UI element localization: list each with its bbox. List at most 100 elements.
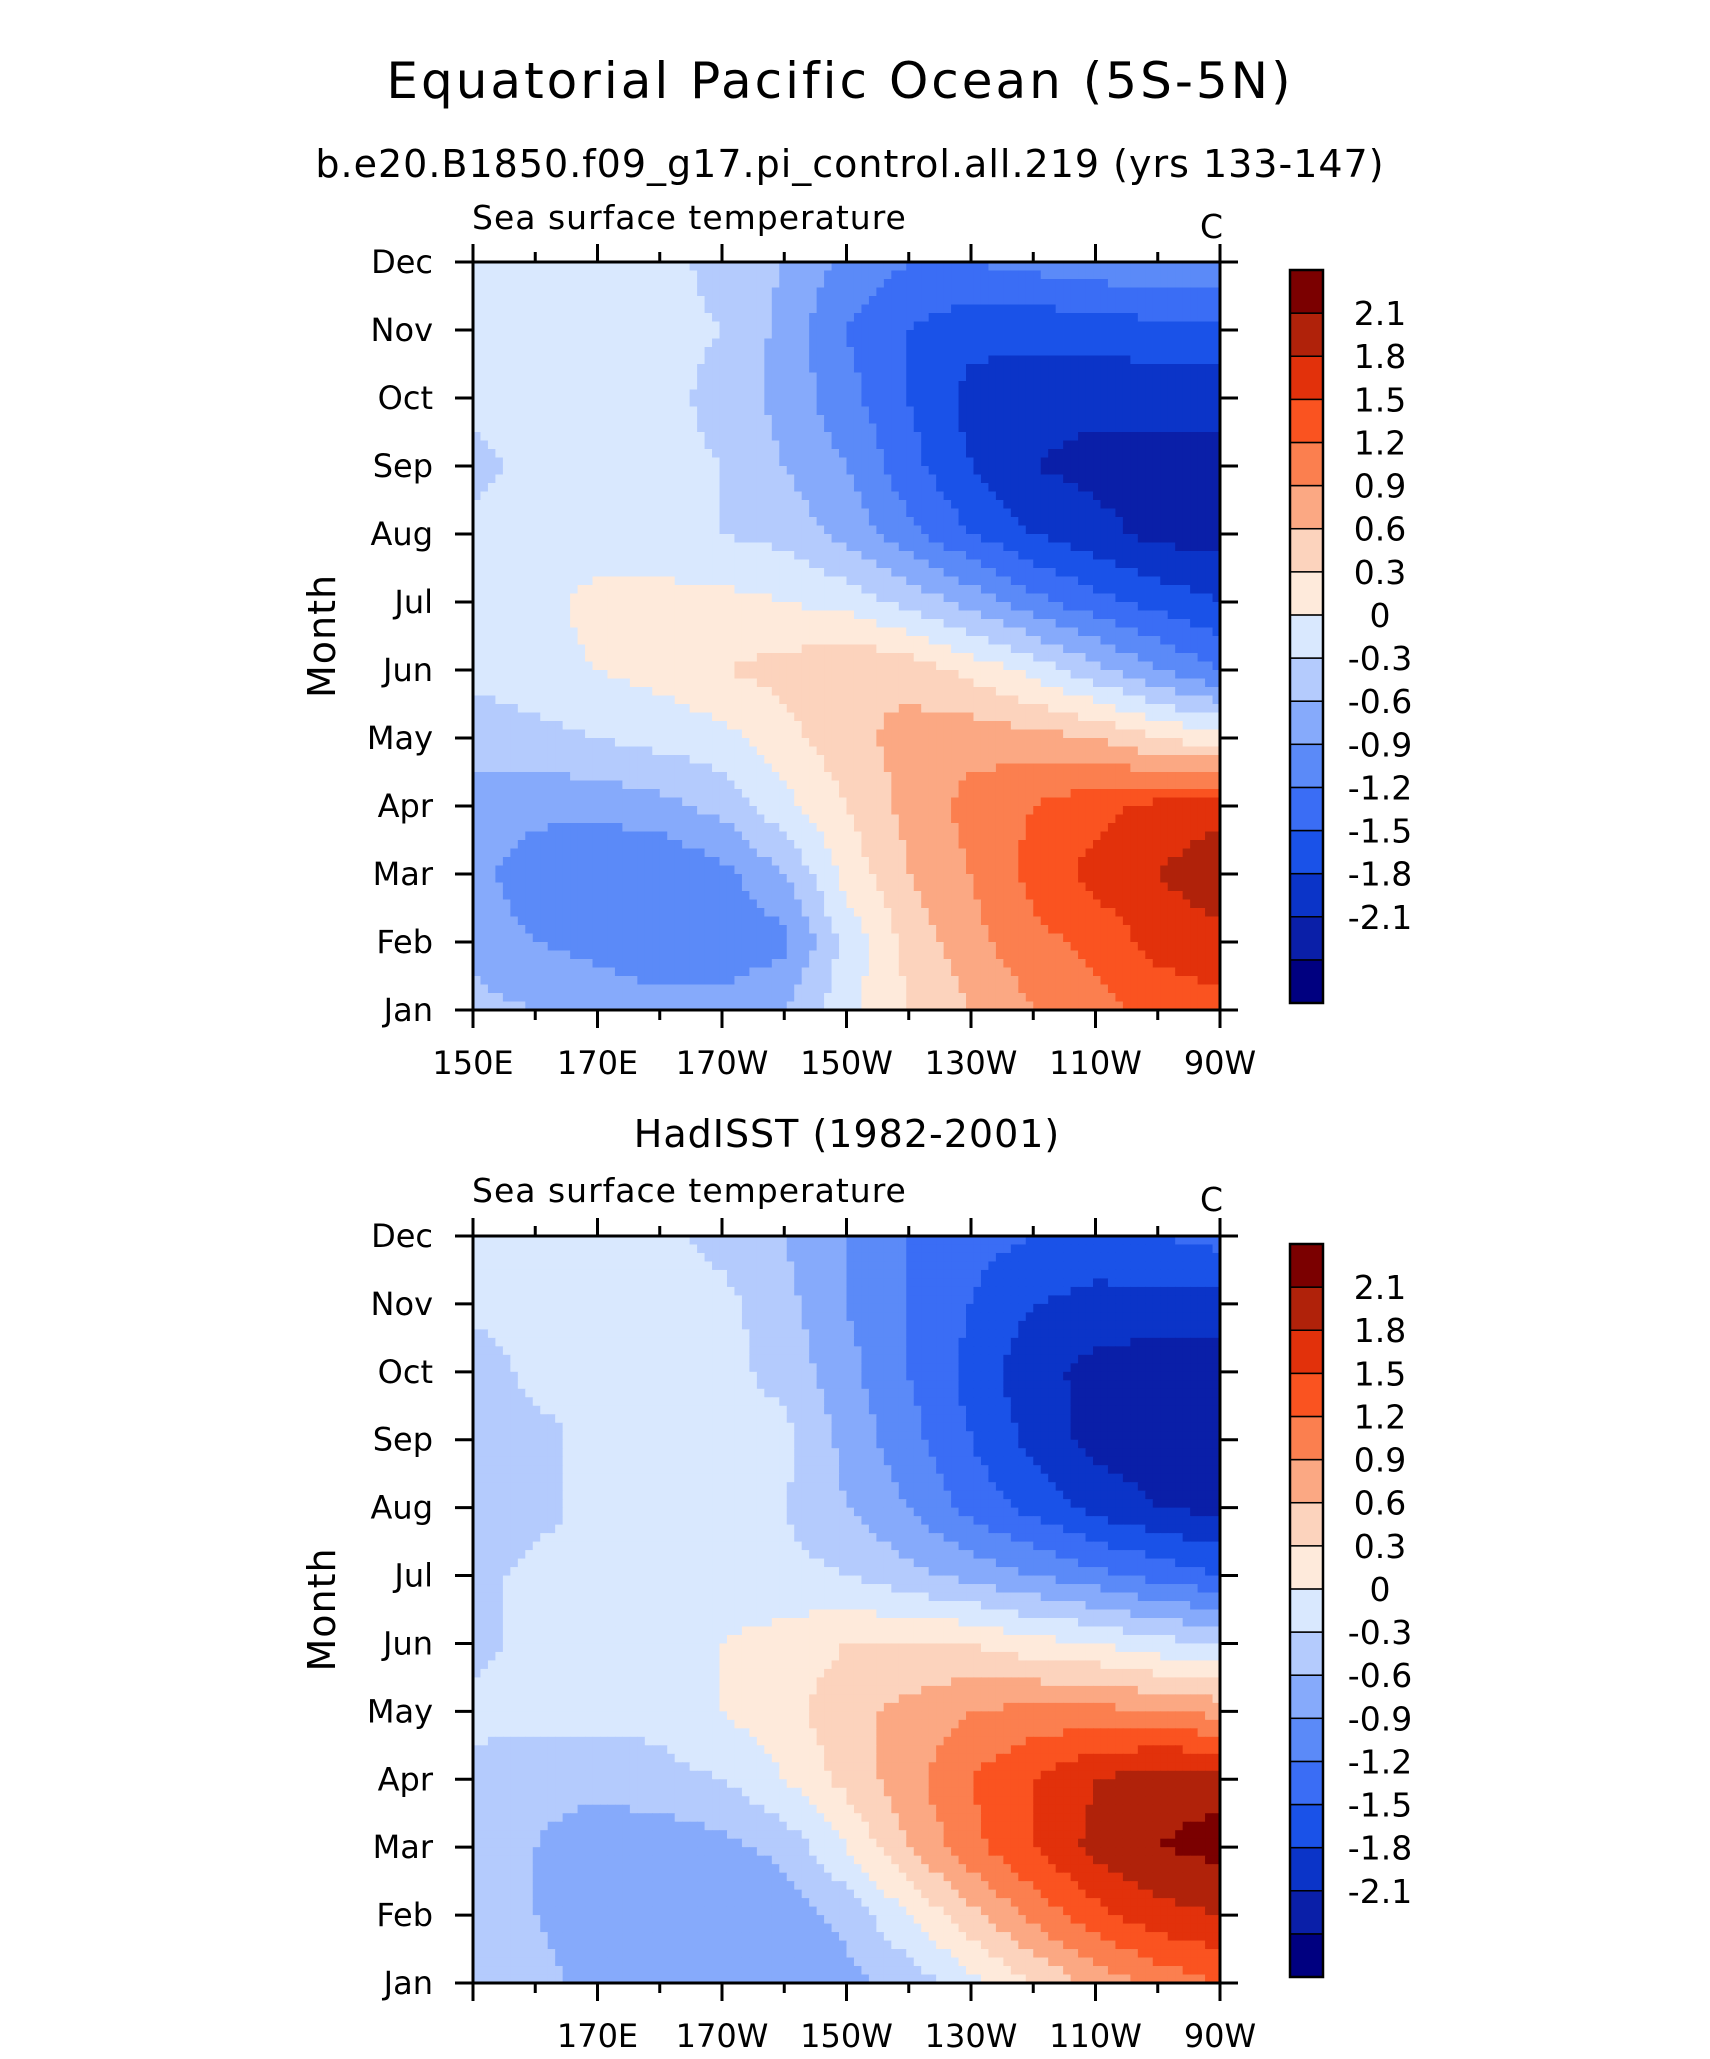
sst-cell bbox=[585, 372, 594, 382]
sst-cell bbox=[1093, 500, 1102, 510]
sst-cell bbox=[667, 304, 676, 314]
sst-cell bbox=[1018, 389, 1027, 399]
sst-cell bbox=[794, 330, 803, 340]
sst-cell bbox=[1190, 355, 1199, 365]
sst-cell bbox=[973, 619, 982, 629]
sst-cell bbox=[809, 678, 818, 688]
sst-cell bbox=[614, 644, 623, 654]
sst-cell bbox=[540, 398, 549, 408]
sst-cell bbox=[487, 517, 497, 527]
sst-cell bbox=[577, 372, 586, 382]
sst-cell bbox=[779, 406, 788, 416]
sst-cell bbox=[973, 457, 982, 467]
sst-cell bbox=[674, 593, 683, 603]
sst-cell bbox=[704, 330, 713, 340]
sst-cell bbox=[973, 432, 982, 442]
sst-cell bbox=[1048, 568, 1057, 578]
sst-cell bbox=[719, 636, 728, 646]
sst-cell bbox=[951, 670, 960, 680]
sst-cell bbox=[734, 500, 743, 510]
sst-cell bbox=[719, 381, 728, 391]
sst-cell bbox=[1055, 347, 1064, 357]
sst-cell bbox=[570, 627, 579, 637]
sst-cell bbox=[726, 423, 736, 433]
sst-cell bbox=[704, 313, 713, 323]
sst-cell bbox=[614, 423, 623, 433]
sst-cell bbox=[659, 321, 668, 331]
sst-cell bbox=[540, 330, 549, 340]
sst-cell bbox=[936, 602, 945, 612]
sst-cell bbox=[951, 593, 960, 603]
sst-cell bbox=[943, 389, 952, 399]
sst-cell bbox=[562, 619, 571, 629]
sst-cell bbox=[749, 483, 758, 493]
sst-cell bbox=[599, 474, 609, 484]
sst-cell bbox=[853, 406, 863, 416]
sst-cell bbox=[1055, 576, 1064, 586]
sst-cell bbox=[502, 551, 511, 561]
sst-cell bbox=[913, 347, 922, 357]
sst-cell bbox=[906, 381, 915, 391]
sst-cell bbox=[622, 627, 631, 637]
sst-cell bbox=[883, 330, 892, 340]
sst-cell bbox=[794, 610, 803, 620]
sst-cell bbox=[839, 279, 848, 289]
sst-cell bbox=[771, 406, 780, 416]
sst-cell bbox=[973, 415, 982, 425]
sst-cell bbox=[487, 602, 497, 612]
sst-cell bbox=[517, 279, 526, 289]
sst-cell bbox=[712, 440, 721, 450]
sst-cell bbox=[1078, 296, 1087, 306]
sst-cell bbox=[480, 449, 489, 459]
sst-cell bbox=[570, 568, 579, 578]
sst-cell bbox=[532, 483, 541, 493]
sst-cell bbox=[659, 347, 668, 357]
sst-cell bbox=[1197, 568, 1206, 578]
sst-cell bbox=[577, 593, 586, 603]
sst-cell bbox=[495, 457, 504, 467]
sst-cell bbox=[966, 525, 975, 535]
sst-cell bbox=[824, 491, 833, 501]
sst-cell bbox=[876, 398, 885, 408]
sst-cell bbox=[1100, 347, 1109, 357]
sst-cell bbox=[1107, 551, 1117, 561]
sst-cell bbox=[786, 483, 795, 493]
sst-cell bbox=[607, 619, 616, 629]
sst-cell bbox=[816, 398, 825, 408]
sst-cell bbox=[756, 372, 765, 382]
sst-cell bbox=[1205, 602, 1214, 612]
sst-cell bbox=[764, 576, 773, 586]
sst-cell bbox=[980, 593, 990, 603]
sst-cell bbox=[712, 279, 721, 289]
sst-cell bbox=[502, 627, 511, 637]
sst-cell bbox=[697, 542, 706, 552]
sst-cell bbox=[936, 398, 945, 408]
sst-cell bbox=[562, 304, 571, 314]
sst-cell bbox=[547, 551, 556, 561]
sst-cell bbox=[689, 423, 698, 433]
sst-cell bbox=[704, 483, 713, 493]
sst-cell bbox=[1107, 593, 1117, 603]
sst-cell bbox=[1100, 525, 1109, 535]
sst-cell bbox=[1033, 483, 1042, 493]
sst-cell bbox=[980, 364, 990, 374]
sst-cell bbox=[622, 619, 631, 629]
sst-cell bbox=[644, 653, 653, 663]
sst-cell bbox=[570, 602, 579, 612]
sst-cell bbox=[824, 551, 833, 561]
sst-cell bbox=[816, 338, 825, 348]
sst-cell bbox=[995, 432, 1004, 442]
sst-cell bbox=[562, 610, 571, 620]
sst-cell bbox=[1093, 449, 1102, 459]
sst-cell bbox=[667, 423, 676, 433]
sst-cell bbox=[839, 474, 848, 484]
sst-cell bbox=[652, 406, 661, 416]
sst-cell bbox=[824, 644, 833, 654]
sst-cell bbox=[868, 610, 877, 620]
sst-cell bbox=[921, 474, 930, 484]
sst-cell bbox=[1048, 661, 1057, 671]
sst-cell bbox=[756, 593, 765, 603]
sst-cell bbox=[480, 610, 489, 620]
sst-cell bbox=[1152, 508, 1161, 518]
sst-cell bbox=[682, 500, 691, 510]
